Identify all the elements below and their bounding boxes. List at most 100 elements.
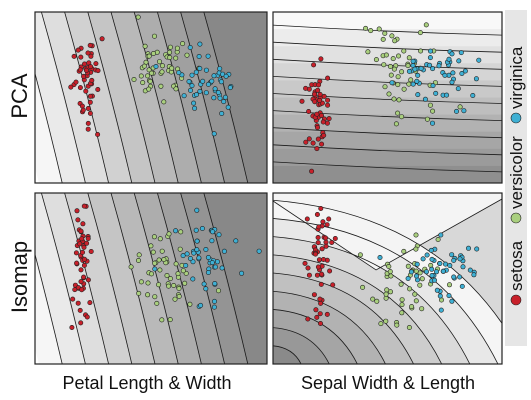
contour-line xyxy=(41,193,86,364)
data-point-versicolor xyxy=(407,286,413,292)
data-point-versicolor xyxy=(391,66,397,72)
data-point-virginica xyxy=(414,78,420,84)
data-point-setosa xyxy=(320,219,326,225)
data-point-versicolor xyxy=(152,294,158,300)
data-point-versicolor xyxy=(161,99,167,105)
contour-line xyxy=(273,198,502,271)
data-point-virginica xyxy=(201,281,207,287)
data-point-versicolor xyxy=(145,280,151,286)
data-point-virginica xyxy=(223,73,229,79)
data-point-versicolor xyxy=(171,282,177,288)
data-point-versicolor xyxy=(360,284,366,290)
contour-band xyxy=(273,345,302,364)
data-point-virginica xyxy=(212,86,218,92)
data-point-setosa xyxy=(95,132,101,138)
data-point-setosa xyxy=(88,64,94,70)
legend-versicolor-label: versicolor xyxy=(507,136,526,209)
contour-line xyxy=(35,71,63,183)
data-point-setosa xyxy=(85,120,91,126)
data-point-setosa xyxy=(73,250,79,256)
data-point-setosa xyxy=(302,260,308,266)
data-point-setosa xyxy=(95,68,101,74)
data-point-virginica xyxy=(429,256,435,262)
legend-setosa-label: setosa xyxy=(507,240,526,291)
data-point-versicolor xyxy=(395,82,401,88)
data-point-versicolor xyxy=(145,292,151,298)
data-point-virginica xyxy=(222,94,228,100)
series-virginica xyxy=(152,207,262,310)
data-point-virginica xyxy=(190,276,196,282)
data-point-versicolor xyxy=(136,290,142,296)
data-point-virginica xyxy=(196,53,202,59)
contour-line xyxy=(203,193,249,364)
data-point-setosa xyxy=(79,236,85,242)
data-point-versicolor xyxy=(135,14,141,20)
data-point-versicolor xyxy=(178,229,184,235)
data-point-virginica xyxy=(186,79,192,85)
series-setosa xyxy=(299,56,332,174)
data-point-setosa xyxy=(311,91,317,97)
data-point-setosa xyxy=(79,287,85,293)
data-point-virginica xyxy=(197,41,203,47)
data-point-versicolor xyxy=(157,236,163,242)
contour-band xyxy=(273,12,502,32)
data-point-setosa xyxy=(316,224,322,230)
data-point-setosa xyxy=(82,61,88,67)
data-point-virginica xyxy=(211,95,217,101)
data-point-virginica xyxy=(455,86,461,92)
data-point-versicolor xyxy=(159,317,165,323)
data-point-versicolor xyxy=(216,288,222,294)
data-point-virginica xyxy=(203,286,209,292)
data-point-setosa xyxy=(77,85,83,91)
data-point-virginica xyxy=(209,238,215,244)
data-point-versicolor xyxy=(406,55,412,61)
data-point-virginica xyxy=(410,58,416,64)
data-point-virginica xyxy=(408,269,414,275)
data-point-virginica xyxy=(211,73,217,79)
data-point-versicolor xyxy=(142,43,148,49)
data-point-setosa xyxy=(81,262,87,268)
data-point-versicolor xyxy=(381,62,387,68)
row-label-pca: PCA xyxy=(7,73,32,119)
legend-background xyxy=(505,10,527,346)
data-point-versicolor xyxy=(154,300,160,306)
data-point-versicolor xyxy=(184,52,190,58)
data-point-setosa xyxy=(81,73,87,79)
data-point-versicolor xyxy=(175,271,181,277)
data-point-virginica xyxy=(216,232,222,238)
data-point-virginica xyxy=(429,272,435,278)
data-point-virginica xyxy=(470,93,476,99)
data-point-virginica xyxy=(460,264,466,270)
data-point-versicolor xyxy=(166,231,172,237)
data-point-versicolor xyxy=(401,248,407,254)
data-point-setosa xyxy=(323,243,329,249)
data-point-virginica xyxy=(429,266,435,272)
column-label-petal: Petal Length & Width xyxy=(62,373,231,393)
data-point-versicolor xyxy=(408,77,414,83)
data-point-versicolor xyxy=(413,268,419,274)
contour-band xyxy=(273,193,502,270)
data-point-versicolor xyxy=(173,86,179,92)
data-point-versicolor xyxy=(406,324,412,330)
data-point-virginica xyxy=(233,238,239,244)
data-point-versicolor xyxy=(177,246,183,252)
data-point-virginica xyxy=(438,232,444,238)
data-point-versicolor xyxy=(161,256,167,262)
contour-line xyxy=(41,12,86,183)
data-point-versicolor xyxy=(399,302,405,308)
data-point-setosa xyxy=(87,300,93,306)
data-point-setosa xyxy=(78,228,84,234)
data-point-virginica xyxy=(449,79,455,85)
data-point-versicolor xyxy=(136,252,142,258)
contour-line xyxy=(273,218,499,364)
data-point-virginica xyxy=(209,78,215,84)
data-point-setosa xyxy=(68,84,74,90)
data-point-setosa xyxy=(314,125,320,131)
data-point-setosa xyxy=(75,300,81,306)
data-point-setosa xyxy=(325,97,331,103)
series-versicolor xyxy=(357,232,452,330)
legend-virginica-swatch xyxy=(510,112,522,124)
data-point-versicolor xyxy=(413,298,419,304)
data-point-setosa xyxy=(315,136,321,142)
